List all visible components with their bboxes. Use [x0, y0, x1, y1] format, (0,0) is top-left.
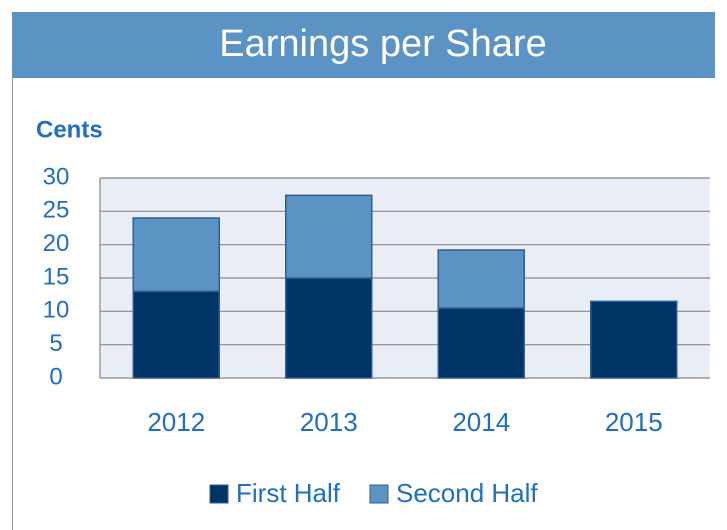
y-tick-label: 10 [43, 297, 70, 324]
bar-segment [132, 217, 220, 293]
legend-label: Second Half [396, 478, 538, 508]
title-banner [12, 12, 715, 78]
y-tick-label: 5 [49, 330, 62, 357]
bar-segment [590, 300, 678, 379]
bar-segment [437, 249, 525, 309]
legend-label: First Half [236, 478, 341, 508]
bar-segment [132, 290, 220, 379]
y-tick-label: 25 [43, 197, 70, 224]
y-tick-label: 30 [43, 163, 70, 190]
x-tick-label: 2014 [452, 407, 510, 437]
y-axis-label: Cents [36, 116, 103, 143]
bar-segment [437, 307, 525, 379]
y-tick-label: 0 [49, 363, 62, 390]
bar-segment [285, 277, 373, 379]
legend-swatch [369, 484, 389, 504]
chart-title: Earnings per Share [219, 23, 546, 65]
x-tick-label: 2012 [147, 407, 205, 437]
x-tick-label: 2013 [300, 407, 358, 437]
y-tick-label: 20 [43, 230, 70, 257]
legend-swatch [209, 484, 229, 504]
x-tick-label: 2015 [605, 407, 663, 437]
y-tick-label: 15 [43, 263, 70, 290]
bar-segment [285, 194, 373, 279]
